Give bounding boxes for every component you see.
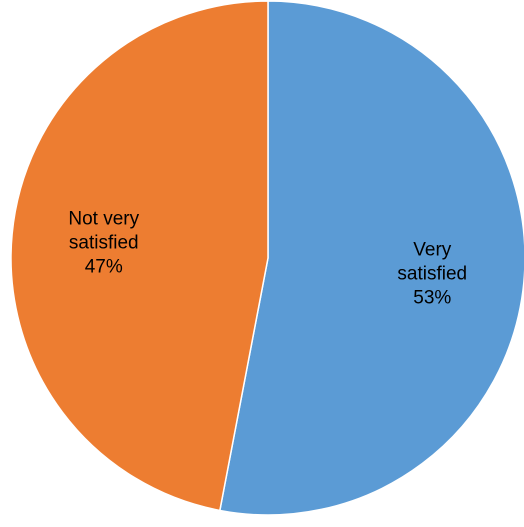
slice-label-line-1-0: Not very bbox=[68, 208, 139, 229]
slice-value-1: 47% bbox=[85, 256, 123, 277]
slice-label-line-0-1: satisfied bbox=[397, 264, 467, 285]
slice-label-line-0-0: Very bbox=[413, 240, 452, 261]
slice-value-0: 53% bbox=[413, 288, 451, 309]
pie-slices bbox=[10, 0, 524, 516]
slice-label-0: Very satisfied 53% bbox=[397, 240, 467, 309]
slice-label-line-1-1: satisfied bbox=[69, 232, 139, 253]
slice-label-1: Not very satisfied 47% bbox=[68, 208, 139, 277]
slice-labels: Very satisfied 53% Not very satisfied 47% bbox=[68, 208, 467, 308]
pie-slice-1 bbox=[10, 0, 269, 512]
